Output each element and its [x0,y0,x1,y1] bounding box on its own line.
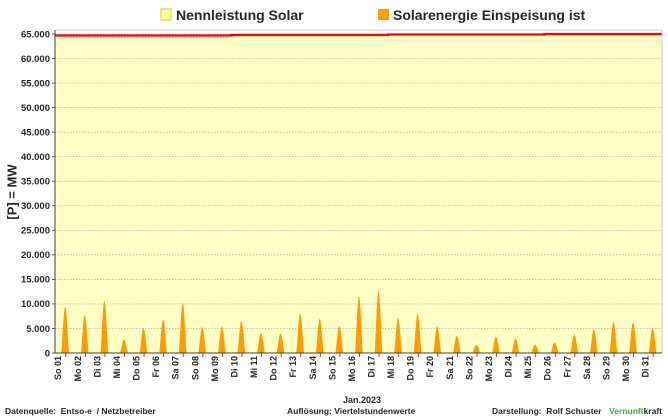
y-tick-label: 5.000 [26,324,50,335]
legend: Nennleistung Solar Solarenergie Einspeis… [160,7,586,23]
solar-feed-in-peak [609,321,618,353]
y-tick-label: 25.000 [21,226,50,237]
footer-brand-green: Vernunft [609,406,644,416]
x-tick-label: Di 03 [92,356,102,378]
solar-feed-in-peak [257,332,265,353]
solar-feed-in-peak [394,318,402,353]
x-tick-label: Fr 06 [151,356,161,378]
legend-marker-einspeisung [378,9,389,20]
y-tick-label: 35.000 [21,177,50,188]
solar-feed-in-peak [159,319,167,353]
x-tick-label: Di 31 [641,356,651,378]
x-tick-label: So 29 [601,356,611,380]
y-tick-label: 15.000 [21,275,50,286]
footer-brand: Vernunftkraft [609,406,662,416]
y-tick-label: 30.000 [21,201,50,212]
x-tick-label: So 01 [53,356,63,380]
x-tick-label: Mi 25 [523,356,533,379]
solar-feed-in-peak [472,344,481,353]
axes: 0 5.000 10.000 15.000 20.000 25.000 30.000 35.0… [21,29,663,382]
solar-feed-in-peak [296,313,305,353]
x-tick-label: Mo 30 [621,356,631,382]
x-tick-label: Sa 14 [308,356,318,380]
solar-feed-in-peak [492,336,500,353]
solar-feed-in-peak [511,338,520,353]
x-tick-label: Do 12 [269,356,279,381]
x-tick-label: Di 17 [366,356,376,378]
solar-feed-in-peak [531,344,540,353]
y-tick-label: 60.000 [21,54,50,65]
x-tick-label: Mi 11 [249,356,259,378]
x-tick-label: Di 24 [504,356,514,378]
x-tick-label: Di 10 [229,356,239,378]
y-tick-label: 10.000 [21,299,50,310]
solar-feed-in-peak [237,321,246,353]
x-tick-label: Do 05 [132,356,142,381]
y-axis-title: [P] = MW [5,164,20,220]
x-tick-label: Mo 23 [484,356,494,382]
solar-feed-in-peak [433,326,442,353]
x-tick-label: Sa 07 [171,356,181,380]
nennleistung-area [55,34,662,353]
nennleistung-line [55,32,662,37]
x-axis-title: Jan.2023 [343,395,381,405]
solar-feed-in-peak [315,318,324,353]
y-tick-label: 50.000 [21,103,50,114]
x-tick-label: Fr 20 [425,356,435,378]
x-tick-label: Mo 02 [73,356,83,382]
y-tick-label: 65.000 [21,29,50,40]
solar-feed-in-peak [80,315,89,353]
solar-feed-in-peak [354,296,363,353]
x-tick-label: Mi 18 [386,356,396,379]
legend-label-einspeisung: Solarenergie Einspeisung ist [393,7,586,23]
solar-feed-in-peak [120,339,128,353]
solar-feed-in-peak [276,333,285,353]
x-tick-label: So 22 [464,356,474,380]
footer-source: Datenquelle: Entso-e / Netzbetreiber [5,406,156,416]
x-tick-label: Mi 04 [112,356,122,379]
solar-feed-in-peak [629,322,637,353]
x-tick-label: So 15 [327,356,337,380]
footer-resolution: Auflösung: Viertelstundenwerte [287,406,416,416]
plot-area [55,30,662,353]
x-tick-label: Fr 13 [288,356,298,378]
x-tick-label: Do 19 [406,356,416,381]
y-tick-label: 20.000 [21,250,50,261]
y-tick-label: 45.000 [21,127,50,138]
x-tick-label: Sa 21 [445,356,455,380]
x-tick-label: Fr 27 [562,356,572,378]
solar-feed-in-peak [550,342,559,353]
legend-label-nennleistung: Nennleistung Solar [176,7,304,23]
x-tick-label: So 08 [190,356,200,380]
solar-feed-in-peak [100,300,109,353]
solar-feed-in-peak [335,326,344,353]
solar-feed-in-peak [570,334,579,353]
solar-feed-in-peak [413,313,422,353]
solar-feed-in-peak [139,327,148,353]
legend-marker-nennleistung [160,8,172,21]
solar-feed-in-peak [589,328,598,353]
y-tick-label: 40.000 [21,152,50,163]
solar-feed-in-peak [374,291,383,353]
footer-author: Darstellung: Rolf Schuster [492,406,602,416]
x-tick-label: Mo 09 [210,356,220,382]
y-tick-label: 0 [45,348,50,359]
solar-feed-in-peak [452,335,461,353]
solar-feed-in-peak [648,327,657,353]
x-tick-label: Mo 16 [347,356,357,382]
solar-feed-in-peak [217,326,226,353]
solar-feed-in-peak [178,302,187,353]
x-tick-label: Sa 28 [582,356,592,380]
y-tick-label: 55.000 [21,78,50,89]
solar-feed-in-peak [198,326,207,353]
footer-brand-black: kraft [644,406,663,416]
solar-feed-in-peak [61,306,70,353]
x-tick-label: Do 26 [543,356,553,381]
